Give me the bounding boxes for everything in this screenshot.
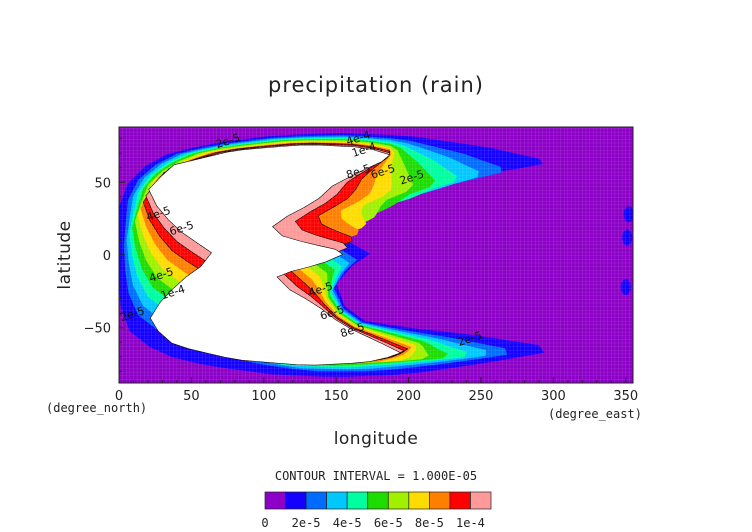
x-tick-label: 300 [541, 389, 566, 404]
contour-interval-text: CONTOUR INTERVAL = 1.000E-05 [275, 469, 477, 483]
x-axis-ticks: 0 50 100 150 200 250 300 350 [115, 377, 638, 404]
dry-region [148, 144, 402, 366]
colorbar-label: 2e-5 [292, 516, 321, 530]
colorbar-swatch [429, 491, 451, 510]
colorbar-swatch [264, 491, 286, 510]
x-tick-label: 200 [396, 389, 421, 404]
x-tick-label: 100 [251, 389, 276, 404]
x-tick-label: 150 [324, 389, 349, 404]
colorbar-label: 4e-5 [333, 516, 362, 530]
colorbar-swatch [470, 491, 492, 510]
x-axis-label: longitude [334, 429, 419, 449]
edge-blob [623, 206, 633, 223]
colorbar-label: 0 [261, 516, 268, 530]
colorbar [264, 491, 492, 510]
x-tick-label: 250 [469, 389, 494, 404]
x-tick-label: 350 [613, 389, 638, 404]
x-tick-label: 50 [183, 389, 200, 404]
colorbar-labels: 0 2e-5 4e-5 6e-5 8e-5 1e-4 [261, 516, 485, 530]
colorbar-swatch [305, 491, 327, 510]
chart-title: precipitation (rain) [268, 73, 484, 97]
y-axis-label: latitude [55, 220, 75, 289]
x-tick-label: 0 [115, 389, 123, 404]
colorbar-swatch [387, 491, 410, 510]
plot-gridlines [119, 127, 633, 383]
colorbar-swatch [326, 491, 348, 510]
colorbar-swatch [408, 491, 430, 510]
edge-blob [622, 229, 633, 246]
colorbar-swatch [285, 491, 307, 510]
y-tick-label: −50 [84, 322, 111, 337]
x-unit-left: (degree_north) [46, 401, 147, 415]
y-tick-label: 50 [94, 176, 111, 191]
colorbar-label: 6e-5 [374, 516, 403, 530]
edge-blob [620, 279, 631, 295]
colorbar-swatch [367, 491, 389, 510]
plot-area: 2e-5 4e-41e-48e-56e-5 2e-54e-56e-54e-51e-4… [118, 126, 634, 384]
colorbar-swatch [449, 491, 471, 510]
colorbar-label: 8e-5 [415, 516, 444, 530]
contour-bands [119, 133, 633, 377]
x-unit-right: (degree_east) [548, 407, 642, 421]
y-axis-ticks: 50 0 −50 [84, 138, 125, 372]
y-tick-label: 0 [103, 249, 111, 264]
colorbar-label: 1e-4 [456, 516, 485, 530]
colorbar-swatch [346, 491, 369, 510]
